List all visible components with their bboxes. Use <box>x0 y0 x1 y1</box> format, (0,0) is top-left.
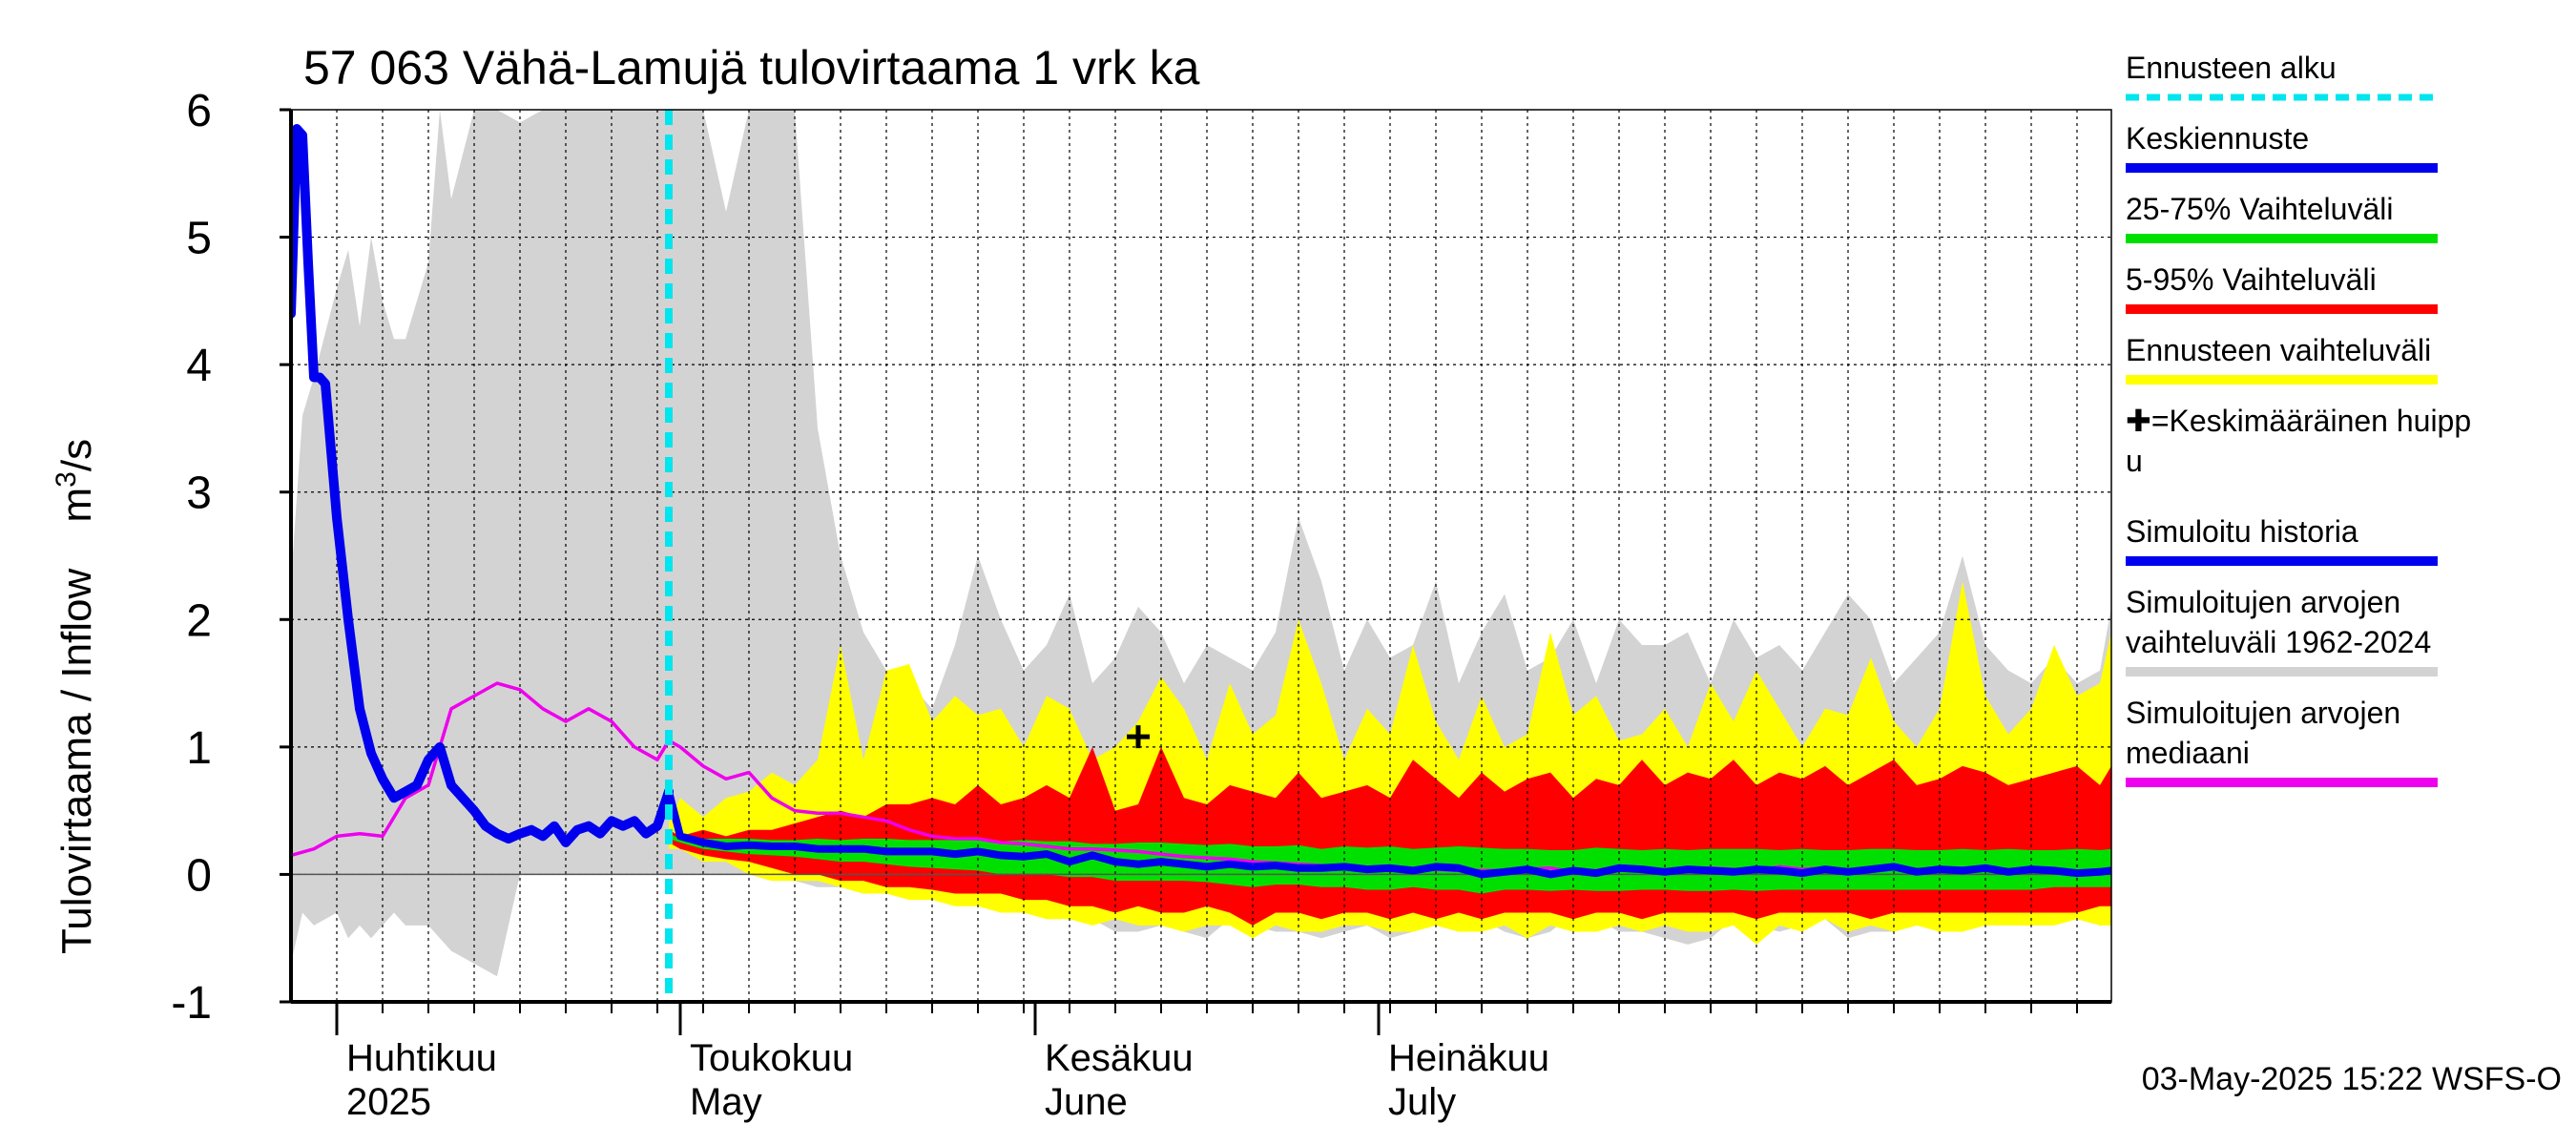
month-label-fi: Toukokuu <box>690 1037 853 1079</box>
month-label-en: June <box>1045 1081 1128 1123</box>
mean-peak-marker <box>1127 725 1150 749</box>
y-tick-label: 4 <box>186 341 212 391</box>
month-label-en: May <box>690 1081 762 1123</box>
band-25-75-vaihteluv-li <box>669 833 2111 894</box>
legend-label: Simuloitujen arvojen <box>2126 585 2400 619</box>
legend-label: Ennusteen vaihteluväli <box>2126 333 2431 367</box>
legend-label: 5-95% Vaihteluväli <box>2126 262 2377 297</box>
y-tick-label: 2 <box>186 595 212 646</box>
y-axis-title: Tulovirtaama / Inflow <box>53 568 100 954</box>
legend-label: Keskiennuste <box>2126 121 2309 156</box>
svg-text:Tulovirtaama / Inflow m3: Tulovirtaama / Inflow m3/s <box>51 439 100 954</box>
y-axis-unit-sup: 3 <box>51 471 82 488</box>
chart-title: 57 063 Vähä-Lamujä tulovirtaama 1 vrk ka <box>303 41 1200 94</box>
legend: Ennusteen alku Keskiennuste 25-75% Vaihtel… <box>2126 51 2471 787</box>
y-tick-label: 5 <box>186 214 212 264</box>
legend-label-line2: mediaani <box>2126 736 2250 770</box>
line-keskiennuste <box>665 787 2111 879</box>
y-tick-label: -1 <box>171 978 212 1029</box>
y-tick-label: 3 <box>186 468 212 519</box>
month-label-en: July <box>1388 1081 1456 1123</box>
y-tick-label: 0 <box>186 850 212 901</box>
legend-label: ✚=Keskimääräinen huipp <box>2126 404 2471 438</box>
gridlines <box>291 110 2111 1002</box>
month-label-fi: Kesäkuu <box>1045 1037 1194 1079</box>
legend-label: Simuloitu historia <box>2126 514 2358 549</box>
legend-label: Simuloitujen arvojen <box>2126 696 2400 730</box>
legend-label: Ennusteen alku <box>2126 51 2337 85</box>
axes: -10123456Huhtikuu2025ToukokuuMayKesäkuuJ… <box>171 86 2112 1123</box>
legend-label-line2: vaihteluväli 1962-2024 <box>2126 625 2431 659</box>
series-lines <box>291 110 2111 1002</box>
y-axis-unit-prefix: m <box>53 488 100 523</box>
month-label-fi: Heinäkuu <box>1388 1037 1549 1079</box>
markers <box>1127 725 1150 749</box>
month-label-en: 2025 <box>346 1081 431 1123</box>
month-label-fi: Huhtikuu <box>346 1037 497 1079</box>
y-axis-unit-suffix: /s <box>53 439 100 471</box>
y-axis-label: Tulovirtaama / Inflow m3/s <box>51 439 100 954</box>
legend-label-line2: u <box>2126 444 2143 478</box>
y-tick-label: 1 <box>186 723 212 774</box>
line-simuloitu-historia <box>291 124 674 847</box>
y-tick-label: 6 <box>186 86 212 136</box>
timestamp: 03-May-2025 15:22 WSFS-O <box>2142 1061 2562 1097</box>
legend-label: 25-75% Vaihteluväli <box>2126 192 2393 226</box>
